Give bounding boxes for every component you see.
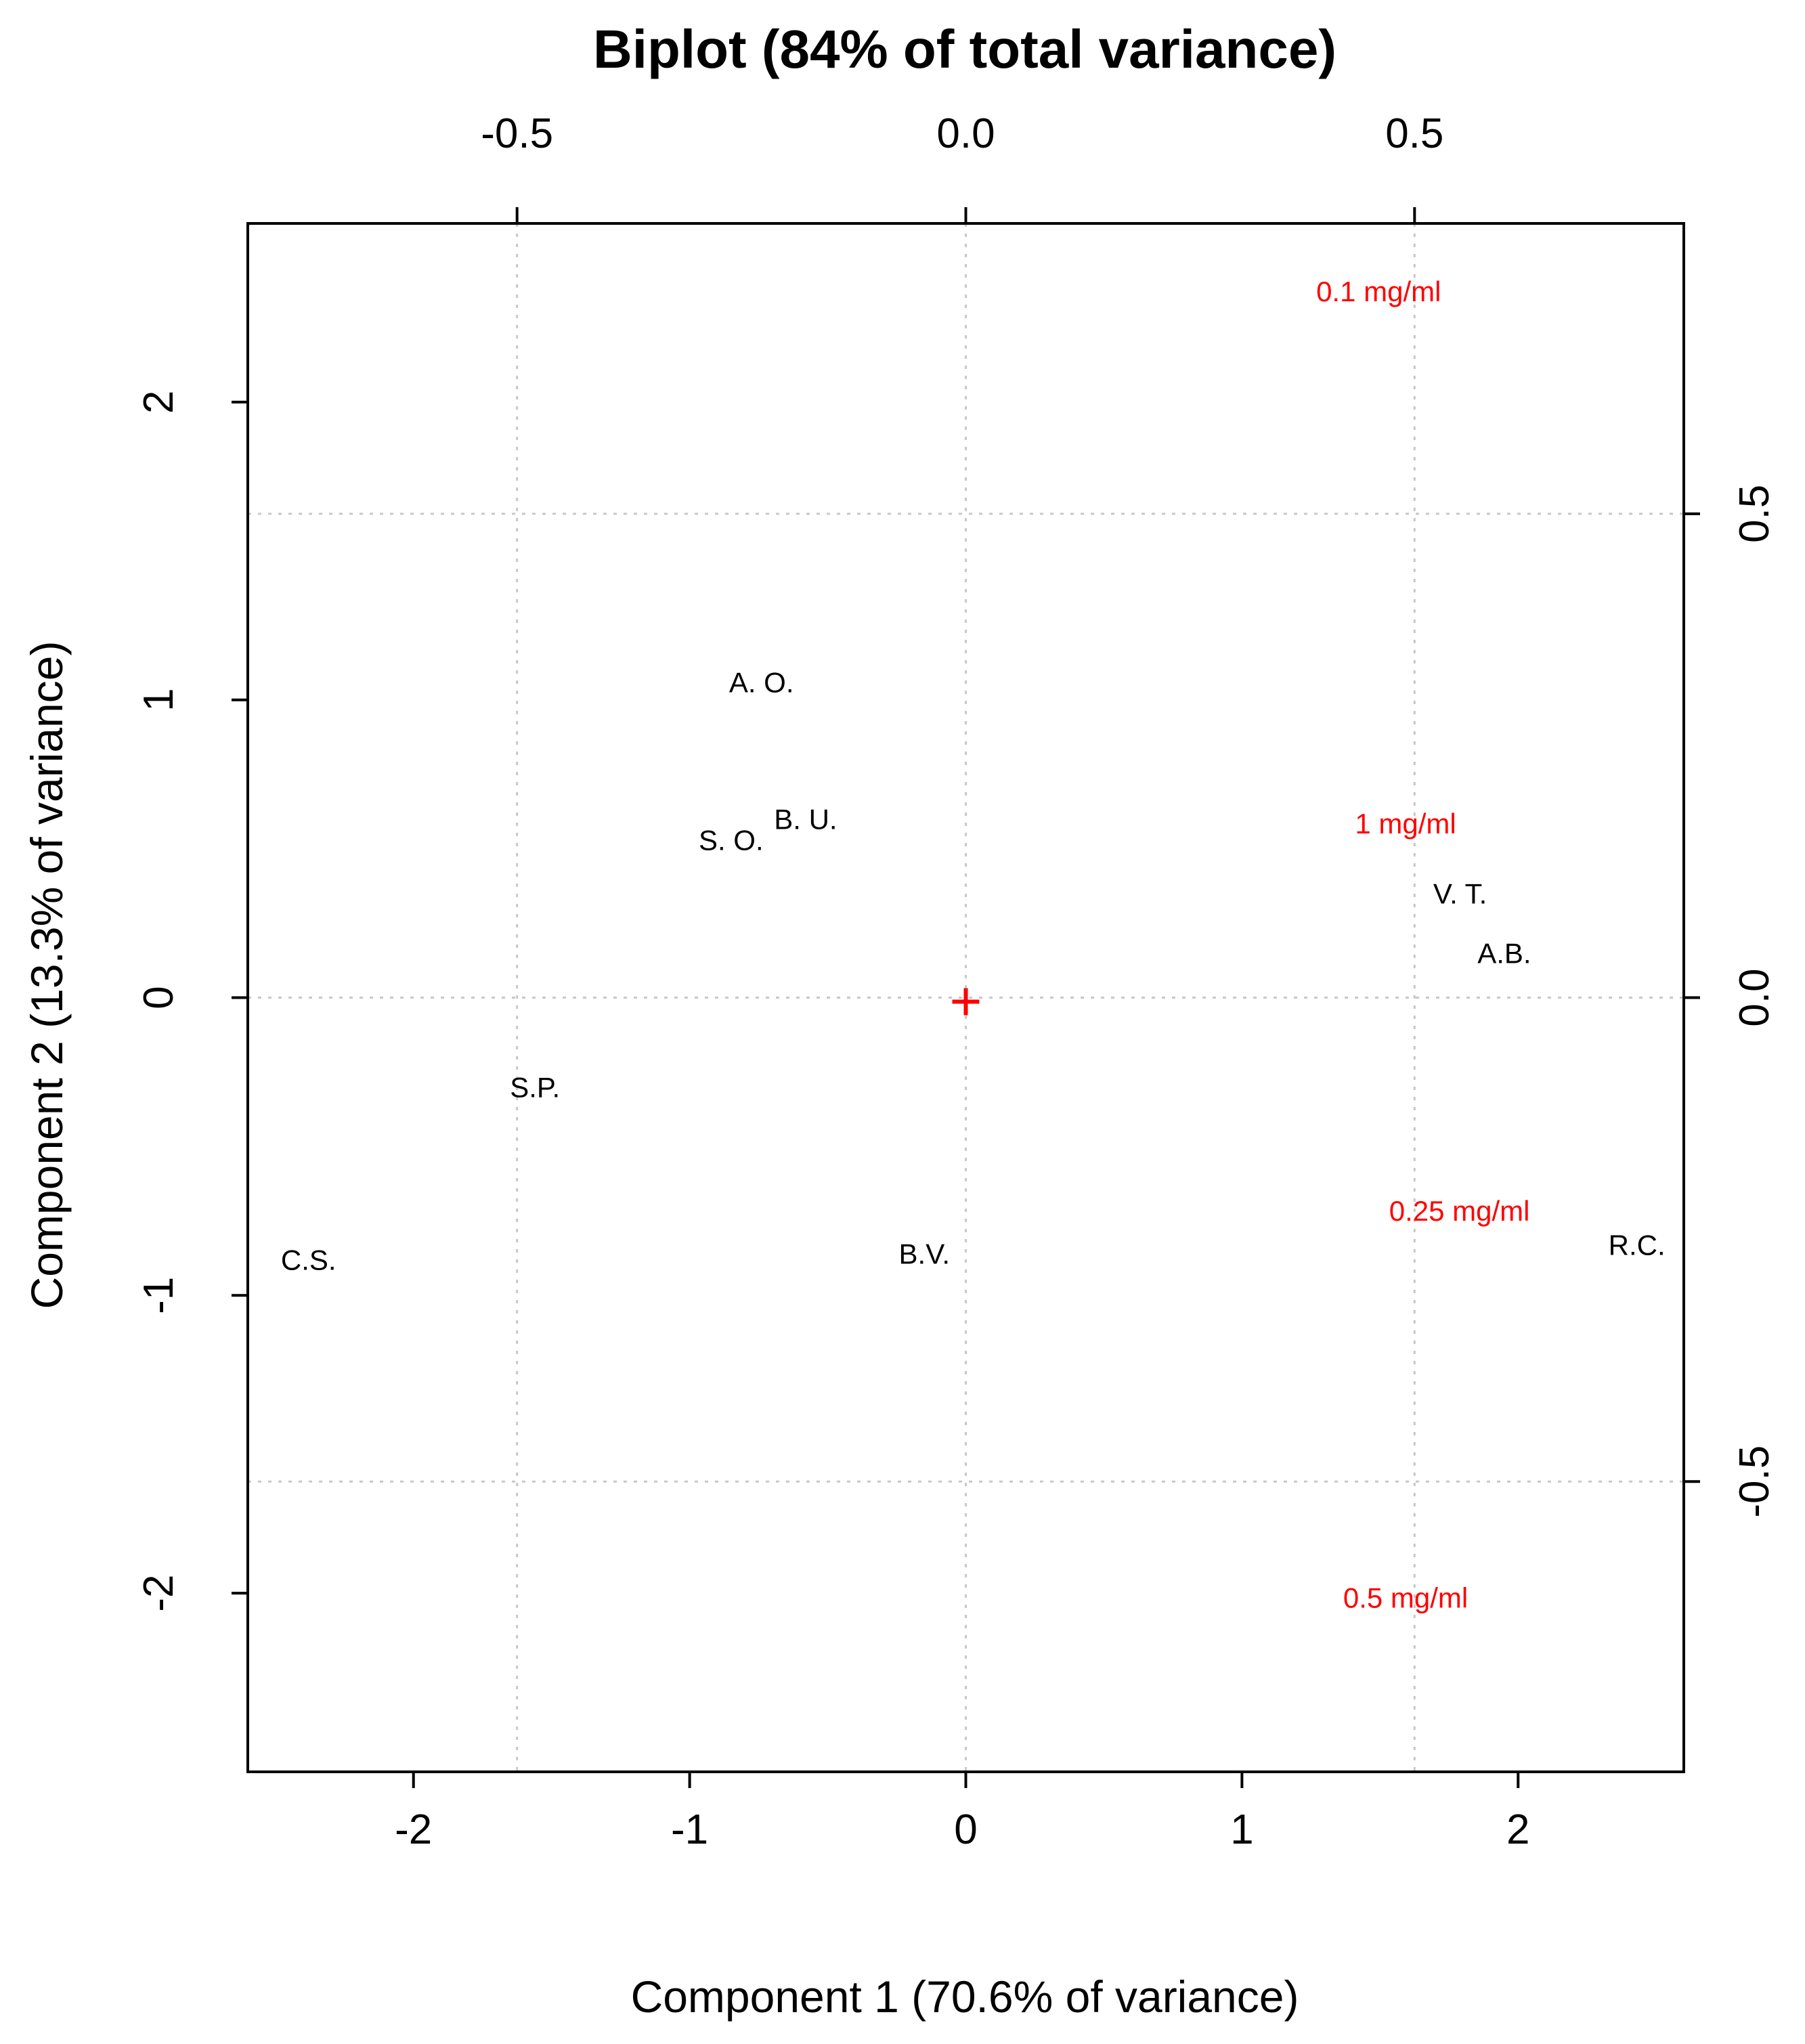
right-tick-label: 0.5 [1731,485,1778,543]
observation-label: B. U. [774,804,837,835]
observation-label: S.P. [510,1071,560,1103]
axes: -2 -1 0 1 2 -2 -1 0 1 2 -0.5 0.0 0.5 -0.5 0.0 0.5 [135,110,1778,1853]
observation-label: S. O. [699,824,764,856]
right-tick-label: 0.0 [1731,968,1778,1026]
y-axis-label: Component 2 (13.3% of variance) [22,641,72,1309]
x-tick-label: 1 [1230,1806,1253,1853]
variable-label: 0.25 mg/ml [1389,1195,1530,1227]
right-tick-label: -0.5 [1731,1445,1778,1518]
observation-label: A.B. [1477,938,1531,970]
observation-label: B.V. [899,1238,951,1270]
observation-label: R.C. [1609,1230,1666,1261]
plot-frame [246,222,1685,1773]
y-tick-label: 0 [135,986,182,1009]
top-tick-label: 0.0 [936,110,995,157]
observation-label: A. O. [729,666,794,698]
observation-label: C.S. [281,1244,336,1276]
top-tick-label: -0.5 [481,110,553,157]
x-tick-label: 0 [954,1806,977,1853]
plot-marks: A. O. B. U. S. O. S.P. C.S. B.V. V. T. A.B. R.C.… [281,276,1666,1614]
x-axis-label: Component 1 (70.6% of variance) [631,1972,1299,2022]
variable-label: 1 mg/ml [1355,808,1456,840]
y-tick-label: 2 [135,391,182,414]
y-tick-label: -1 [135,1277,182,1314]
observation-label: V. T. [1433,878,1487,910]
x-tick-label: -2 [395,1806,432,1853]
variable-label: 0.1 mg/ml [1316,276,1441,307]
x-tick-label: -1 [671,1806,708,1853]
top-tick-label: 0.5 [1385,110,1443,157]
y-tick-label: 1 [135,688,182,711]
y-tick-label: -2 [135,1575,182,1612]
variable-label: 0.5 mg/ml [1343,1582,1468,1614]
chart-title: Biplot (84% of total variance) [593,19,1336,79]
x-tick-label: 2 [1506,1806,1529,1853]
